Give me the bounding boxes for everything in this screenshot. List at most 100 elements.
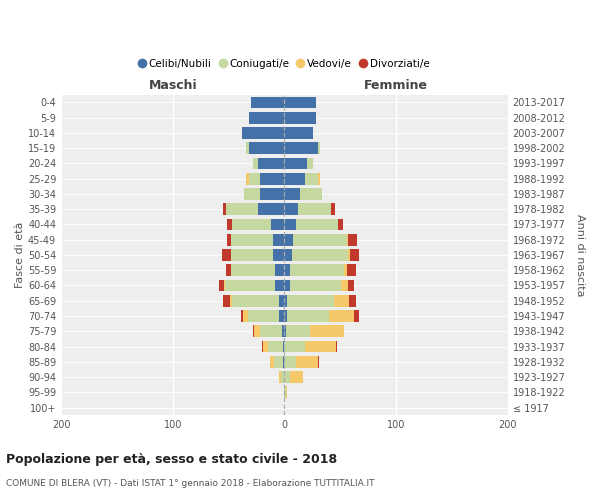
Bar bbox=[287, 310, 329, 322]
Bar bbox=[310, 326, 344, 337]
Bar bbox=[290, 264, 344, 276]
Bar bbox=[349, 295, 356, 306]
Bar bbox=[284, 386, 286, 398]
Bar bbox=[284, 295, 287, 306]
Bar bbox=[281, 371, 284, 383]
Bar bbox=[283, 356, 284, 368]
Bar bbox=[222, 249, 231, 261]
Bar bbox=[231, 249, 273, 261]
Bar bbox=[223, 204, 226, 215]
Bar bbox=[348, 280, 353, 291]
Bar bbox=[226, 264, 231, 276]
Bar bbox=[344, 264, 347, 276]
Bar bbox=[248, 142, 284, 154]
Bar bbox=[230, 295, 232, 306]
Bar bbox=[275, 280, 284, 291]
Bar bbox=[247, 142, 248, 154]
Bar bbox=[348, 234, 357, 245]
Y-axis label: Fasce di età: Fasce di età bbox=[15, 222, 25, 288]
Bar bbox=[260, 326, 282, 337]
Bar bbox=[284, 218, 296, 230]
Bar bbox=[243, 310, 248, 322]
Bar bbox=[284, 280, 290, 291]
Bar bbox=[268, 340, 283, 352]
Bar bbox=[257, 204, 284, 215]
Bar bbox=[292, 249, 348, 261]
Bar bbox=[298, 204, 331, 215]
Bar bbox=[336, 340, 337, 352]
Bar bbox=[318, 356, 319, 368]
Bar bbox=[296, 356, 318, 368]
Bar bbox=[247, 173, 248, 184]
Bar bbox=[248, 310, 279, 322]
Y-axis label: Anni di nascita: Anni di nascita bbox=[575, 214, 585, 296]
Bar bbox=[248, 173, 260, 184]
Bar bbox=[348, 249, 350, 261]
Bar bbox=[353, 310, 359, 322]
Bar bbox=[226, 204, 257, 215]
Bar bbox=[284, 142, 318, 154]
Bar bbox=[225, 280, 275, 291]
Bar bbox=[284, 310, 287, 322]
Bar bbox=[274, 356, 283, 368]
Bar bbox=[275, 264, 284, 276]
Bar bbox=[244, 188, 260, 200]
Bar bbox=[318, 142, 320, 154]
Bar bbox=[253, 158, 257, 170]
Bar bbox=[305, 340, 336, 352]
Bar bbox=[271, 218, 284, 230]
Bar bbox=[279, 295, 284, 306]
Bar bbox=[341, 280, 348, 291]
Bar bbox=[284, 371, 290, 383]
Bar bbox=[260, 188, 284, 200]
Bar bbox=[270, 356, 274, 368]
Bar bbox=[231, 234, 273, 245]
Bar bbox=[227, 234, 231, 245]
Bar bbox=[242, 127, 284, 139]
Bar bbox=[334, 295, 349, 306]
Bar bbox=[284, 173, 305, 184]
Bar bbox=[260, 173, 284, 184]
Bar bbox=[296, 218, 338, 230]
Bar bbox=[338, 218, 343, 230]
Bar bbox=[251, 96, 284, 108]
Bar bbox=[350, 249, 359, 261]
Bar bbox=[286, 386, 287, 398]
Bar bbox=[279, 310, 284, 322]
Bar bbox=[273, 249, 284, 261]
Bar bbox=[284, 112, 316, 124]
Bar bbox=[232, 218, 271, 230]
Bar bbox=[286, 326, 310, 337]
Bar bbox=[279, 371, 281, 383]
Bar bbox=[224, 280, 225, 291]
Bar bbox=[331, 204, 335, 215]
Bar bbox=[284, 158, 307, 170]
Bar bbox=[283, 340, 284, 352]
Bar bbox=[293, 234, 347, 245]
Text: COMUNE DI BLERA (VT) - Dati ISTAT 1° gennaio 2018 - Elaborazione TUTTITALIA.IT: COMUNE DI BLERA (VT) - Dati ISTAT 1° gen… bbox=[6, 479, 374, 488]
Bar bbox=[290, 371, 304, 383]
Bar bbox=[284, 204, 298, 215]
Bar bbox=[284, 96, 316, 108]
Bar bbox=[227, 218, 232, 230]
Bar bbox=[263, 340, 268, 352]
Bar bbox=[284, 249, 292, 261]
Bar bbox=[253, 326, 254, 337]
Bar bbox=[290, 280, 341, 291]
Bar bbox=[284, 188, 300, 200]
Text: Femmine: Femmine bbox=[364, 78, 428, 92]
Bar bbox=[284, 340, 305, 352]
Bar bbox=[254, 326, 260, 337]
Bar bbox=[287, 295, 334, 306]
Bar bbox=[284, 234, 293, 245]
Bar bbox=[273, 234, 284, 245]
Bar bbox=[307, 158, 313, 170]
Bar bbox=[223, 295, 230, 306]
Bar bbox=[218, 280, 224, 291]
Bar bbox=[347, 264, 356, 276]
Bar bbox=[284, 326, 286, 337]
Bar bbox=[262, 340, 263, 352]
Bar bbox=[232, 295, 279, 306]
Bar bbox=[300, 188, 322, 200]
Bar bbox=[241, 310, 243, 322]
